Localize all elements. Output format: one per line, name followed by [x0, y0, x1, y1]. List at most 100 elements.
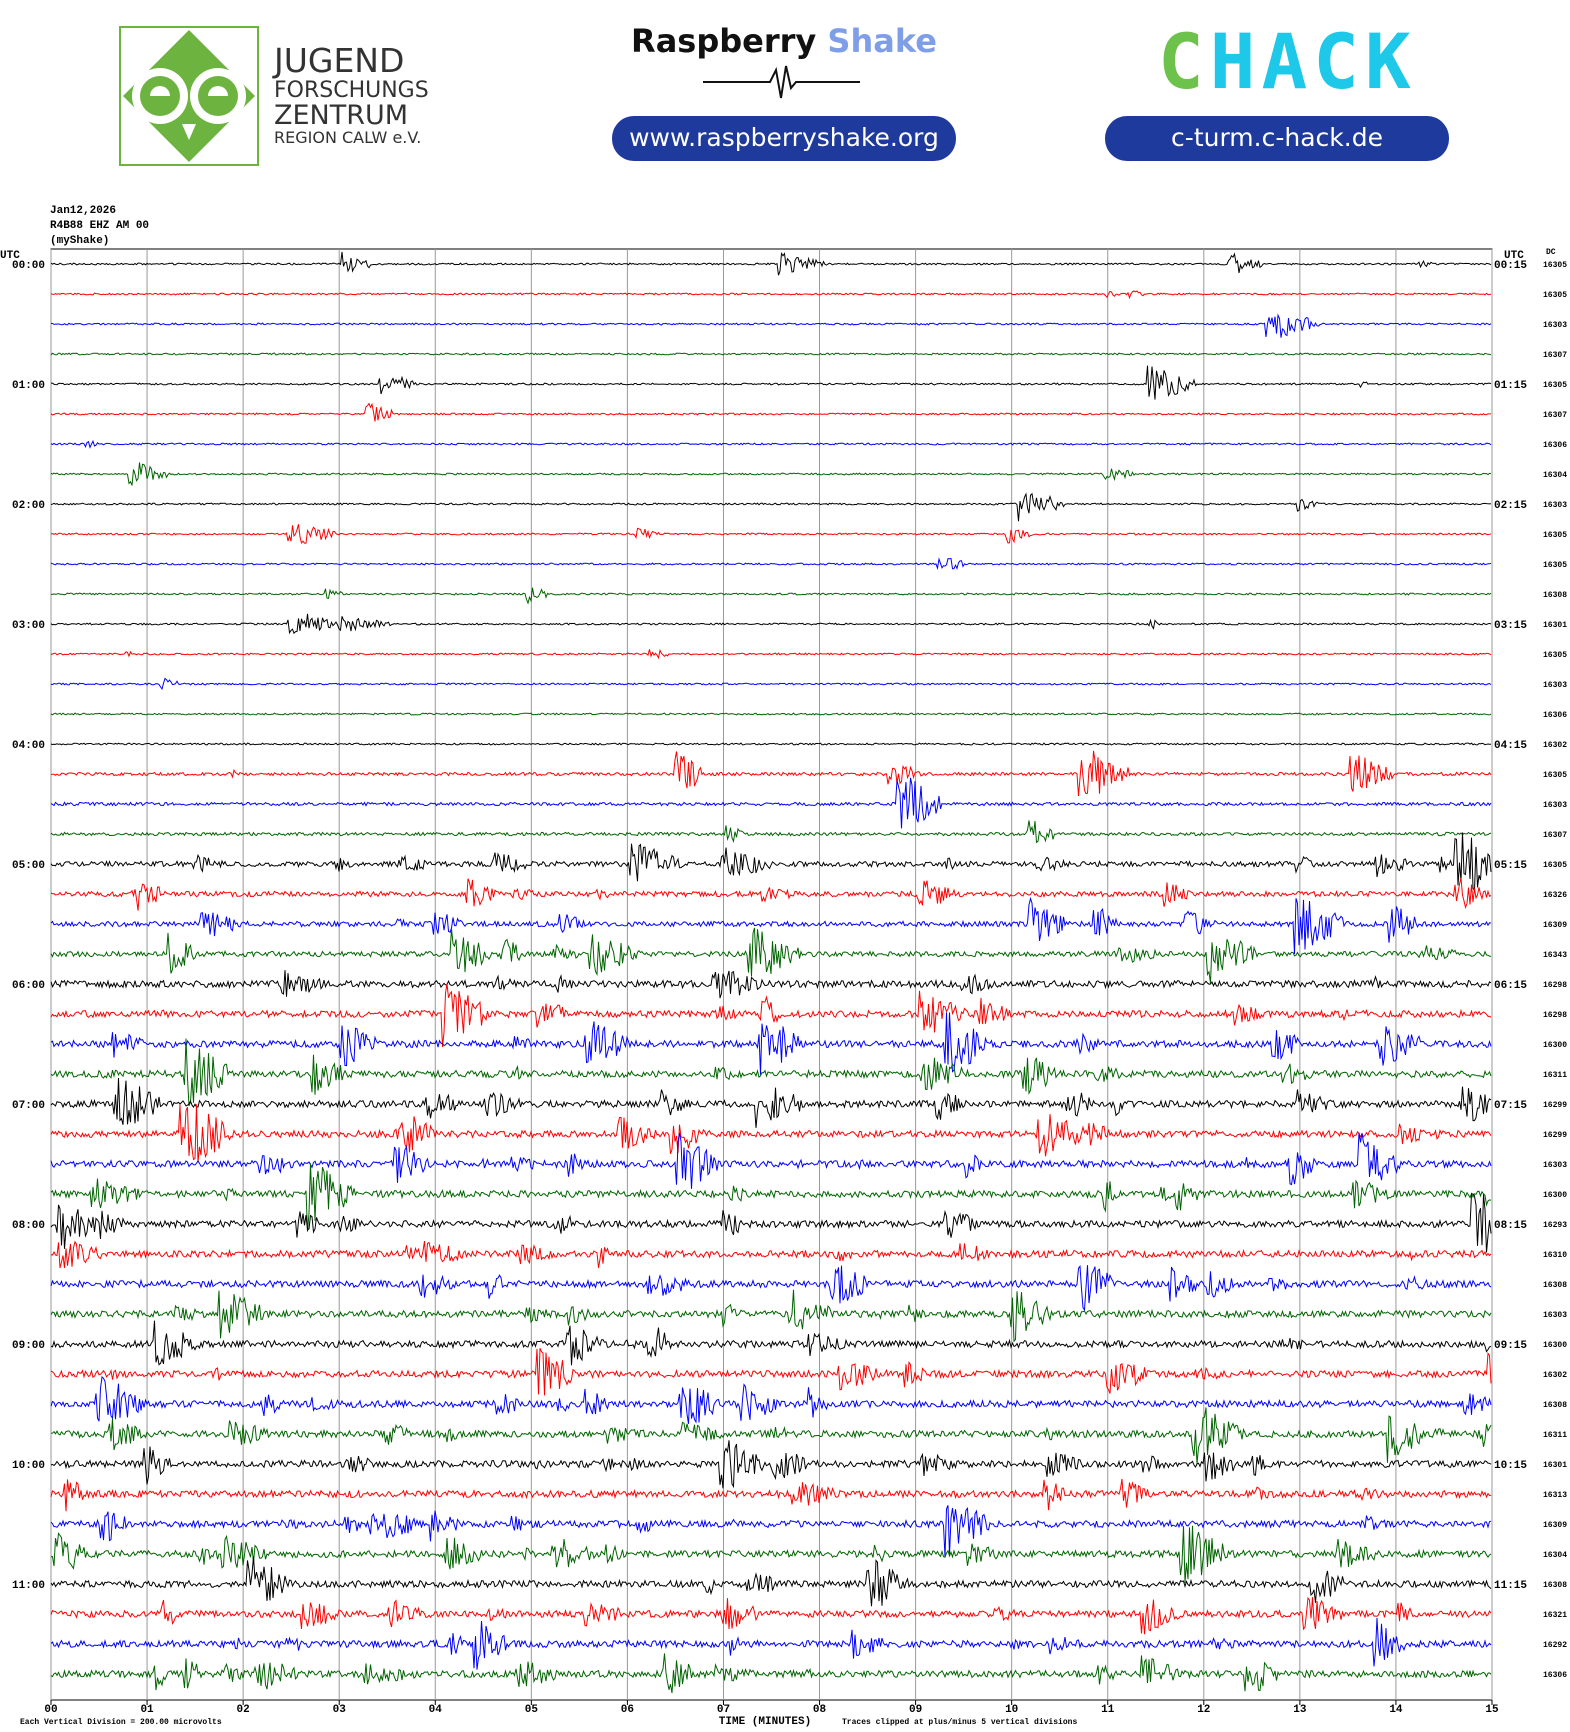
dc-value: 16293 [1543, 1221, 1567, 1230]
trace [50, 970, 1492, 999]
dc-value: 16300 [1543, 1341, 1567, 1350]
trace [50, 1653, 1492, 1694]
trace [50, 750, 1492, 797]
x-tick-label: 08 [813, 1704, 827, 1716]
dc-value: 16303 [1543, 681, 1567, 690]
x-tick-label: 14 [1389, 1704, 1403, 1716]
trace [50, 1077, 1492, 1128]
right-time-label: 03:15 [1494, 620, 1527, 632]
dc-value: 16306 [1543, 711, 1567, 720]
x-tick-label: 12 [1197, 1704, 1210, 1716]
x-tick-label: 00 [44, 1704, 57, 1716]
brand: Raspberry Shake [631, 22, 937, 60]
trace [50, 1525, 1492, 1583]
url: www.raspberryshake.org [629, 123, 939, 152]
x-tick-label: 10 [1005, 1704, 1018, 1716]
trace [50, 402, 1492, 422]
pill [612, 116, 956, 161]
dc-value: 16311 [1543, 1071, 1567, 1080]
dc-value: 16303 [1543, 1161, 1567, 1170]
dc-value: 16311 [1543, 1431, 1567, 1440]
right-time-label: 01:15 [1494, 380, 1527, 392]
x-tick-label: 15 [1485, 1704, 1499, 1716]
dc-value: 16308 [1543, 591, 1567, 600]
trace [50, 1556, 1492, 1607]
trace [50, 1376, 1492, 1424]
left-time-label: 08:00 [12, 1220, 45, 1232]
dc-value: 16298 [1543, 981, 1567, 990]
dc-value: 16309 [1543, 1521, 1567, 1530]
left-time-label: 01:00 [12, 380, 45, 392]
dc-value: 16292 [1543, 1641, 1567, 1650]
dc-value: 16301 [1543, 621, 1567, 630]
left-time-label: 05:00 [12, 860, 45, 872]
dc-value: 16303 [1543, 1311, 1567, 1320]
dc-value: 16299 [1543, 1101, 1567, 1110]
dc-value: 16307 [1543, 351, 1567, 360]
brand-b: Shake [827, 22, 937, 60]
trace [50, 1440, 1492, 1489]
trace [50, 677, 1492, 691]
x-tick-label: 07 [717, 1704, 730, 1716]
right-time-label: 02:15 [1494, 500, 1527, 512]
trace [50, 290, 1492, 300]
dc-value: 16307 [1543, 831, 1567, 840]
station: R4B88 EHZ AM 00 [50, 220, 149, 232]
dc-value: 16302 [1543, 1371, 1567, 1380]
date: Jan12,2026 [50, 205, 116, 217]
owl-logo [119, 26, 259, 166]
trace [50, 1348, 1492, 1396]
trace [50, 742, 1491, 746]
url: c-turm.c-hack.de [1171, 123, 1383, 152]
left-axis-label: UTC [0, 250, 20, 262]
trace [50, 492, 1492, 522]
trace [50, 1104, 1492, 1163]
chack-logo: CHACK [1158, 17, 1417, 106]
dc-value: 16313 [1543, 1491, 1567, 1500]
dc-value: 16303 [1543, 321, 1567, 330]
right-axis-label: UTC [1504, 250, 1524, 262]
dc-value: 16308 [1543, 1281, 1567, 1290]
trace [50, 1240, 1492, 1269]
x-tick-label: 05 [525, 1704, 539, 1716]
trace [50, 352, 1492, 356]
brand-a: Raspberry [631, 22, 816, 60]
right-time-label: 06:15 [1494, 980, 1527, 992]
left-time-label: 06:00 [12, 980, 45, 992]
right-time-label: 10:15 [1494, 1460, 1527, 1472]
trace [50, 1193, 1492, 1253]
dc-value: 16306 [1543, 441, 1567, 450]
x-tick-label: 11 [1101, 1704, 1115, 1716]
chack-a: C [1158, 17, 1210, 106]
dc-value: 16308 [1543, 1401, 1567, 1410]
trace [50, 648, 1492, 660]
dc-label: DC [1546, 248, 1556, 257]
source: (myShake) [50, 235, 109, 247]
dc-value: 16299 [1543, 1131, 1567, 1140]
right-time-label: 11:15 [1494, 1580, 1527, 1592]
dc-value: 16305 [1543, 261, 1567, 270]
dc-value: 16305 [1543, 531, 1567, 540]
trace [50, 313, 1492, 338]
right-time-label: 09:15 [1494, 1340, 1527, 1352]
dc-value: 16300 [1543, 1041, 1567, 1050]
x-tick-label: 06 [621, 1704, 634, 1716]
trace [50, 1264, 1492, 1312]
dc-value: 16298 [1543, 1011, 1567, 1020]
trace [50, 927, 1492, 984]
trace [50, 1596, 1492, 1635]
dc-value: 16321 [1543, 1611, 1567, 1620]
left-time-label: 09:00 [12, 1340, 45, 1352]
trace [50, 587, 1492, 605]
dc-value: 16305 [1543, 561, 1567, 570]
left-time-label: 02:00 [12, 500, 45, 512]
right-time-label: 08:15 [1494, 1220, 1527, 1232]
dc-value: 16300 [1543, 1191, 1567, 1200]
trace [50, 1320, 1492, 1366]
left-time-label: 11:00 [12, 1580, 45, 1592]
trace [50, 777, 1492, 829]
trace [50, 896, 1492, 955]
trace [50, 832, 1492, 892]
